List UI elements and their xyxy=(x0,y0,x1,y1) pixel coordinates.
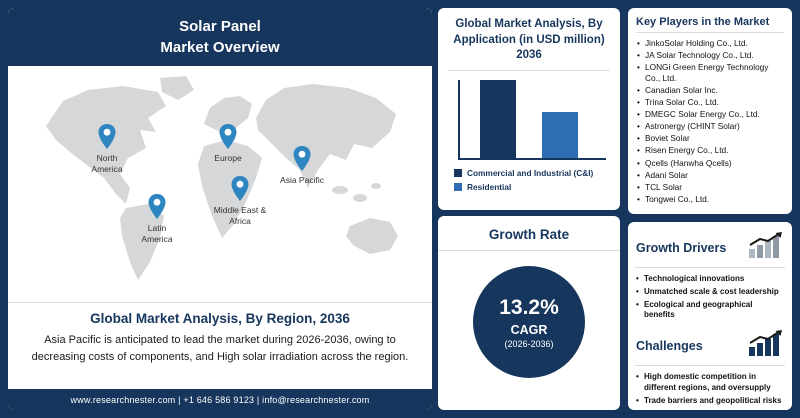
key-player-item: Qcells (Hanwha Qcells) xyxy=(636,158,784,169)
growth-driver-item: Technological innovations xyxy=(635,274,785,285)
application-chart-panel: Global Market Analysis, By Application (… xyxy=(438,8,620,210)
footer-contact-bar: www.researchnester.com | +1 646 586 9123… xyxy=(8,389,432,410)
map-pin-icon xyxy=(293,146,311,172)
cagr-value: 13.2% xyxy=(499,295,559,319)
challenges-chart-icon xyxy=(748,330,784,361)
map-pin-icon xyxy=(231,176,249,202)
page-title: Solar Panel Market Overview xyxy=(8,8,432,66)
challenges-list: High domestic competition in different r… xyxy=(635,372,785,406)
map-pin-icon xyxy=(148,194,166,220)
map-pin-label: Latin America xyxy=(141,223,173,244)
growth-drivers-header: Growth Drivers xyxy=(635,230,785,268)
region-analysis-description: Asia Pacific is anticipated to lead the … xyxy=(31,334,409,363)
challenges-title: Challenges xyxy=(636,338,703,353)
bar-commercial-industrial xyxy=(480,79,516,158)
map-pin-icon xyxy=(219,124,237,150)
world-map-graphic xyxy=(46,76,398,280)
key-player-item: Tongwei Co., Ltd. xyxy=(636,194,784,205)
key-player-item: Trina Solar Co., Ltd. xyxy=(636,97,784,108)
legend-item: Commercial and Industrial (C&I) xyxy=(454,168,610,178)
map-pin-label: Asia Pacific xyxy=(280,175,324,185)
growth-driver-item: Unmatched scale & cost leadership xyxy=(635,287,785,298)
key-player-item: JinkoSolar Holding Co., Ltd. xyxy=(636,38,784,49)
key-player-item: Astronergy (CHINT Solar) xyxy=(636,121,784,132)
challenges-header: Challenges xyxy=(635,328,785,367)
map-pin-label: Europe xyxy=(214,153,242,163)
key-players-title: Key Players in the Market xyxy=(636,16,784,33)
cagr-label: CAGR xyxy=(510,322,548,337)
legend-label: Commercial and Industrial (C&I) xyxy=(467,167,594,178)
key-player-item: TCL Solar xyxy=(636,182,784,193)
key-player-item: DMEGC Solar Energy Co., Ltd. xyxy=(636,109,784,120)
bar-residential xyxy=(542,112,578,158)
challenge-item: High domestic competition in different r… xyxy=(635,372,785,394)
market-overview-panel: Solar Panel Market Overview xyxy=(8,8,432,410)
legend-item: Residential xyxy=(454,182,610,192)
key-player-item: Risen Energy Co., Ltd. xyxy=(636,145,784,156)
growth-rate-title: Growth Rate xyxy=(438,216,620,251)
key-player-item: Boviet Solar xyxy=(636,133,784,144)
key-player-item: Canadian Solar Inc. xyxy=(636,85,784,96)
map-pin-icon xyxy=(98,124,116,150)
map-pin-label: Middle East & Africa xyxy=(213,205,267,226)
world-map: North America Latin America Europe Middl… xyxy=(8,66,432,302)
legend-swatch-commercial xyxy=(454,168,462,177)
growth-rate-panel: Growth Rate 13.2% CAGR (2026-2036) xyxy=(438,216,620,410)
growth-drivers-list: Technological innovations Unmatched scale… xyxy=(635,274,785,321)
growth-chart-icon xyxy=(748,232,784,263)
key-player-item: Adani Solar xyxy=(636,170,784,181)
region-analysis-title: Global Market Analysis, By Region, 2036 xyxy=(8,302,432,332)
map-pin-label: North America xyxy=(91,153,123,174)
legend-swatch-residential xyxy=(454,182,462,191)
key-player-item: LONGi Green Energy Technology Co., Ltd. xyxy=(636,62,784,83)
key-player-item: JA Solar Technology Co., Ltd. xyxy=(636,50,784,61)
growth-drivers-title: Growth Drivers xyxy=(636,240,727,255)
challenge-item: Trade barriers and geopolitical risks xyxy=(635,396,785,407)
drivers-challenges-panel: Growth Drivers Technological innovations… xyxy=(628,222,792,410)
growth-rate-badge: 13.2% CAGR (2026-2036) xyxy=(473,266,585,378)
key-players-panel: Key Players in the Market JinkoSolar Hol… xyxy=(628,8,792,214)
bar-chart xyxy=(458,79,606,160)
key-players-list: JinkoSolar Holding Co., Ltd.JA Solar Tec… xyxy=(636,38,784,205)
chart-title: Global Market Analysis, By Application (… xyxy=(448,17,610,71)
growth-driver-item: Ecological and geographical benefits xyxy=(635,300,785,322)
legend-label: Residential xyxy=(467,181,512,192)
chart-legend: Commercial and Industrial (C&I) Resident… xyxy=(448,168,610,192)
cagr-period: (2026-2036) xyxy=(504,338,554,349)
